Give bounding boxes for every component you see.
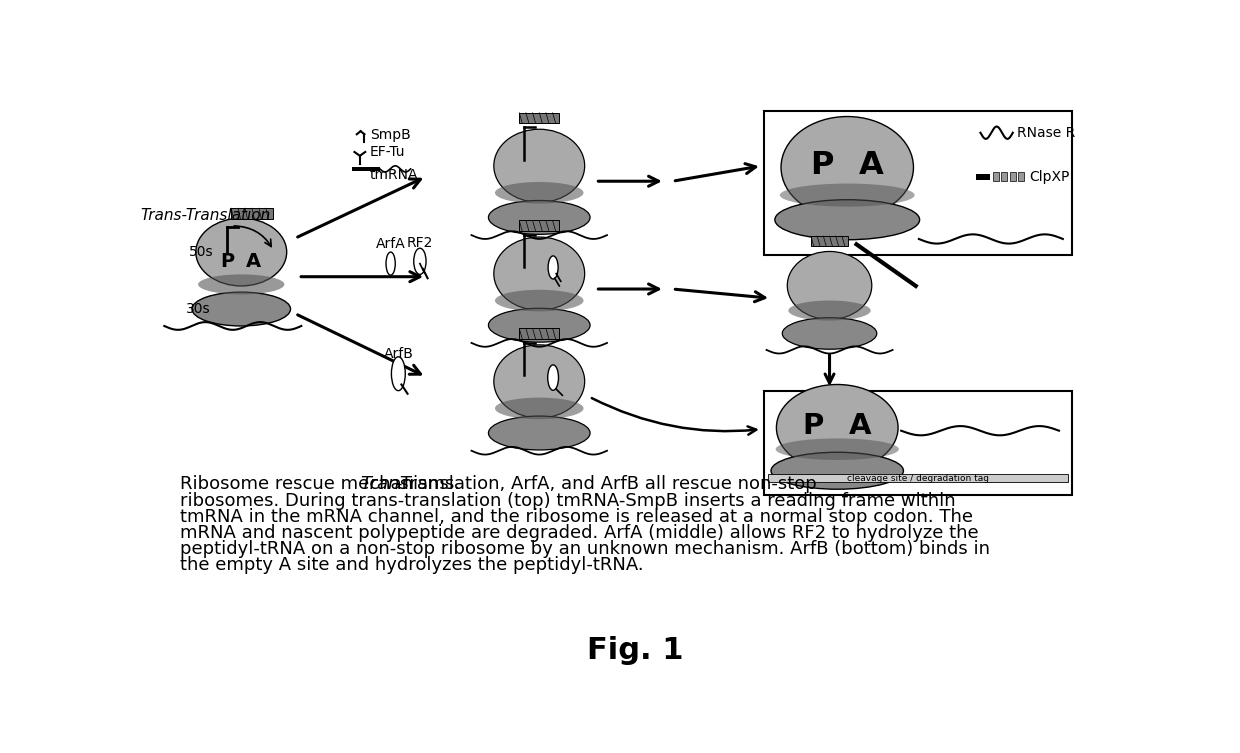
Bar [993,172,999,181]
Text: Ribosome rescue mechanisms.: Ribosome rescue mechanisms. [180,475,465,493]
Ellipse shape [495,290,584,311]
Ellipse shape [789,300,870,321]
Text: ribosomes. During trans-translation (top) tmRNA-SmpB inserts a reading frame wit: ribosomes. During trans-translation (top… [180,492,955,510]
Text: 50s: 50s [188,245,213,259]
Bar [1009,172,1016,181]
Ellipse shape [495,182,584,203]
Bar [1001,172,1007,181]
Text: ArfA: ArfA [376,237,405,252]
FancyArrowPatch shape [298,179,420,237]
Text: Fig. 1: Fig. 1 [588,636,683,666]
Ellipse shape [495,398,584,419]
Bar [520,113,559,123]
FancyArrowPatch shape [591,398,756,434]
Ellipse shape [494,130,585,203]
Ellipse shape [780,184,915,206]
Text: RNase R: RNase R [1017,127,1075,141]
Text: ArfB: ArfB [383,346,413,361]
Ellipse shape [494,345,585,418]
Text: P: P [810,151,833,181]
FancyArrowPatch shape [234,226,272,246]
Ellipse shape [192,292,290,326]
Text: EF-Tu: EF-Tu [370,145,405,159]
Bar [768,474,1068,481]
Ellipse shape [196,218,286,286]
Bar [520,328,559,339]
Ellipse shape [548,365,558,390]
FancyArrowPatch shape [676,163,755,181]
Text: mRNA and nascent polypeptide are degraded. ArfA (middle) allows RF2 to hydrolyze: mRNA and nascent polypeptide are degrade… [180,524,978,542]
Ellipse shape [776,385,898,471]
Bar [811,236,848,246]
FancyArrowPatch shape [598,176,658,186]
Text: Trans: Trans [361,475,409,493]
FancyArrowPatch shape [676,289,765,302]
Text: -Translation, ArfA, and ArfB all rescue non-stop: -Translation, ArfA, and ArfB all rescue … [396,475,817,493]
Text: peptidyl-tRNA on a non-stop ribosome by an unknown mechanism. ArfB (bottom) bind: peptidyl-tRNA on a non-stop ribosome by … [180,540,990,558]
FancyArrowPatch shape [598,284,658,294]
Ellipse shape [489,200,590,234]
Ellipse shape [548,256,558,279]
Text: tmRNA in the mRNA channel, and the ribosome is released at a normal stop codon. : tmRNA in the mRNA channel, and the ribos… [180,508,972,526]
FancyArrowPatch shape [825,355,835,383]
Ellipse shape [781,117,914,218]
Ellipse shape [494,237,585,310]
Ellipse shape [782,318,877,349]
Ellipse shape [489,308,590,342]
Ellipse shape [787,252,872,319]
Text: A: A [849,412,872,440]
Text: 30s: 30s [186,302,211,316]
Text: the empty A site and hydrolyzes the peptidyl-tRNA.: the empty A site and hydrolyzes the pept… [180,556,644,575]
Bar [520,221,559,231]
Ellipse shape [198,274,284,294]
Text: ClpXP: ClpXP [1029,170,1070,184]
FancyArrowPatch shape [298,315,420,374]
Text: A: A [859,151,883,181]
Text: tmRNA: tmRNA [370,168,418,182]
Ellipse shape [776,438,899,460]
Bar [231,208,273,219]
Text: P: P [221,252,234,271]
Ellipse shape [414,248,427,274]
Text: cleavage site / degradation tag: cleavage site / degradation tag [847,474,990,483]
Text: RF2: RF2 [407,236,433,250]
Text: A: A [246,252,262,271]
Bar [976,173,990,181]
FancyArrowPatch shape [301,272,420,282]
FancyBboxPatch shape [764,111,1073,255]
Ellipse shape [775,200,920,239]
Text: SmpB: SmpB [370,128,410,142]
Bar [352,166,379,171]
FancyBboxPatch shape [764,392,1073,495]
Ellipse shape [489,416,590,450]
Text: P: P [802,412,823,440]
Ellipse shape [386,252,396,275]
Ellipse shape [392,357,405,391]
Ellipse shape [771,453,904,489]
Text: Trans-Translation: Trans-Translation [140,208,272,223]
Bar [1018,172,1024,181]
